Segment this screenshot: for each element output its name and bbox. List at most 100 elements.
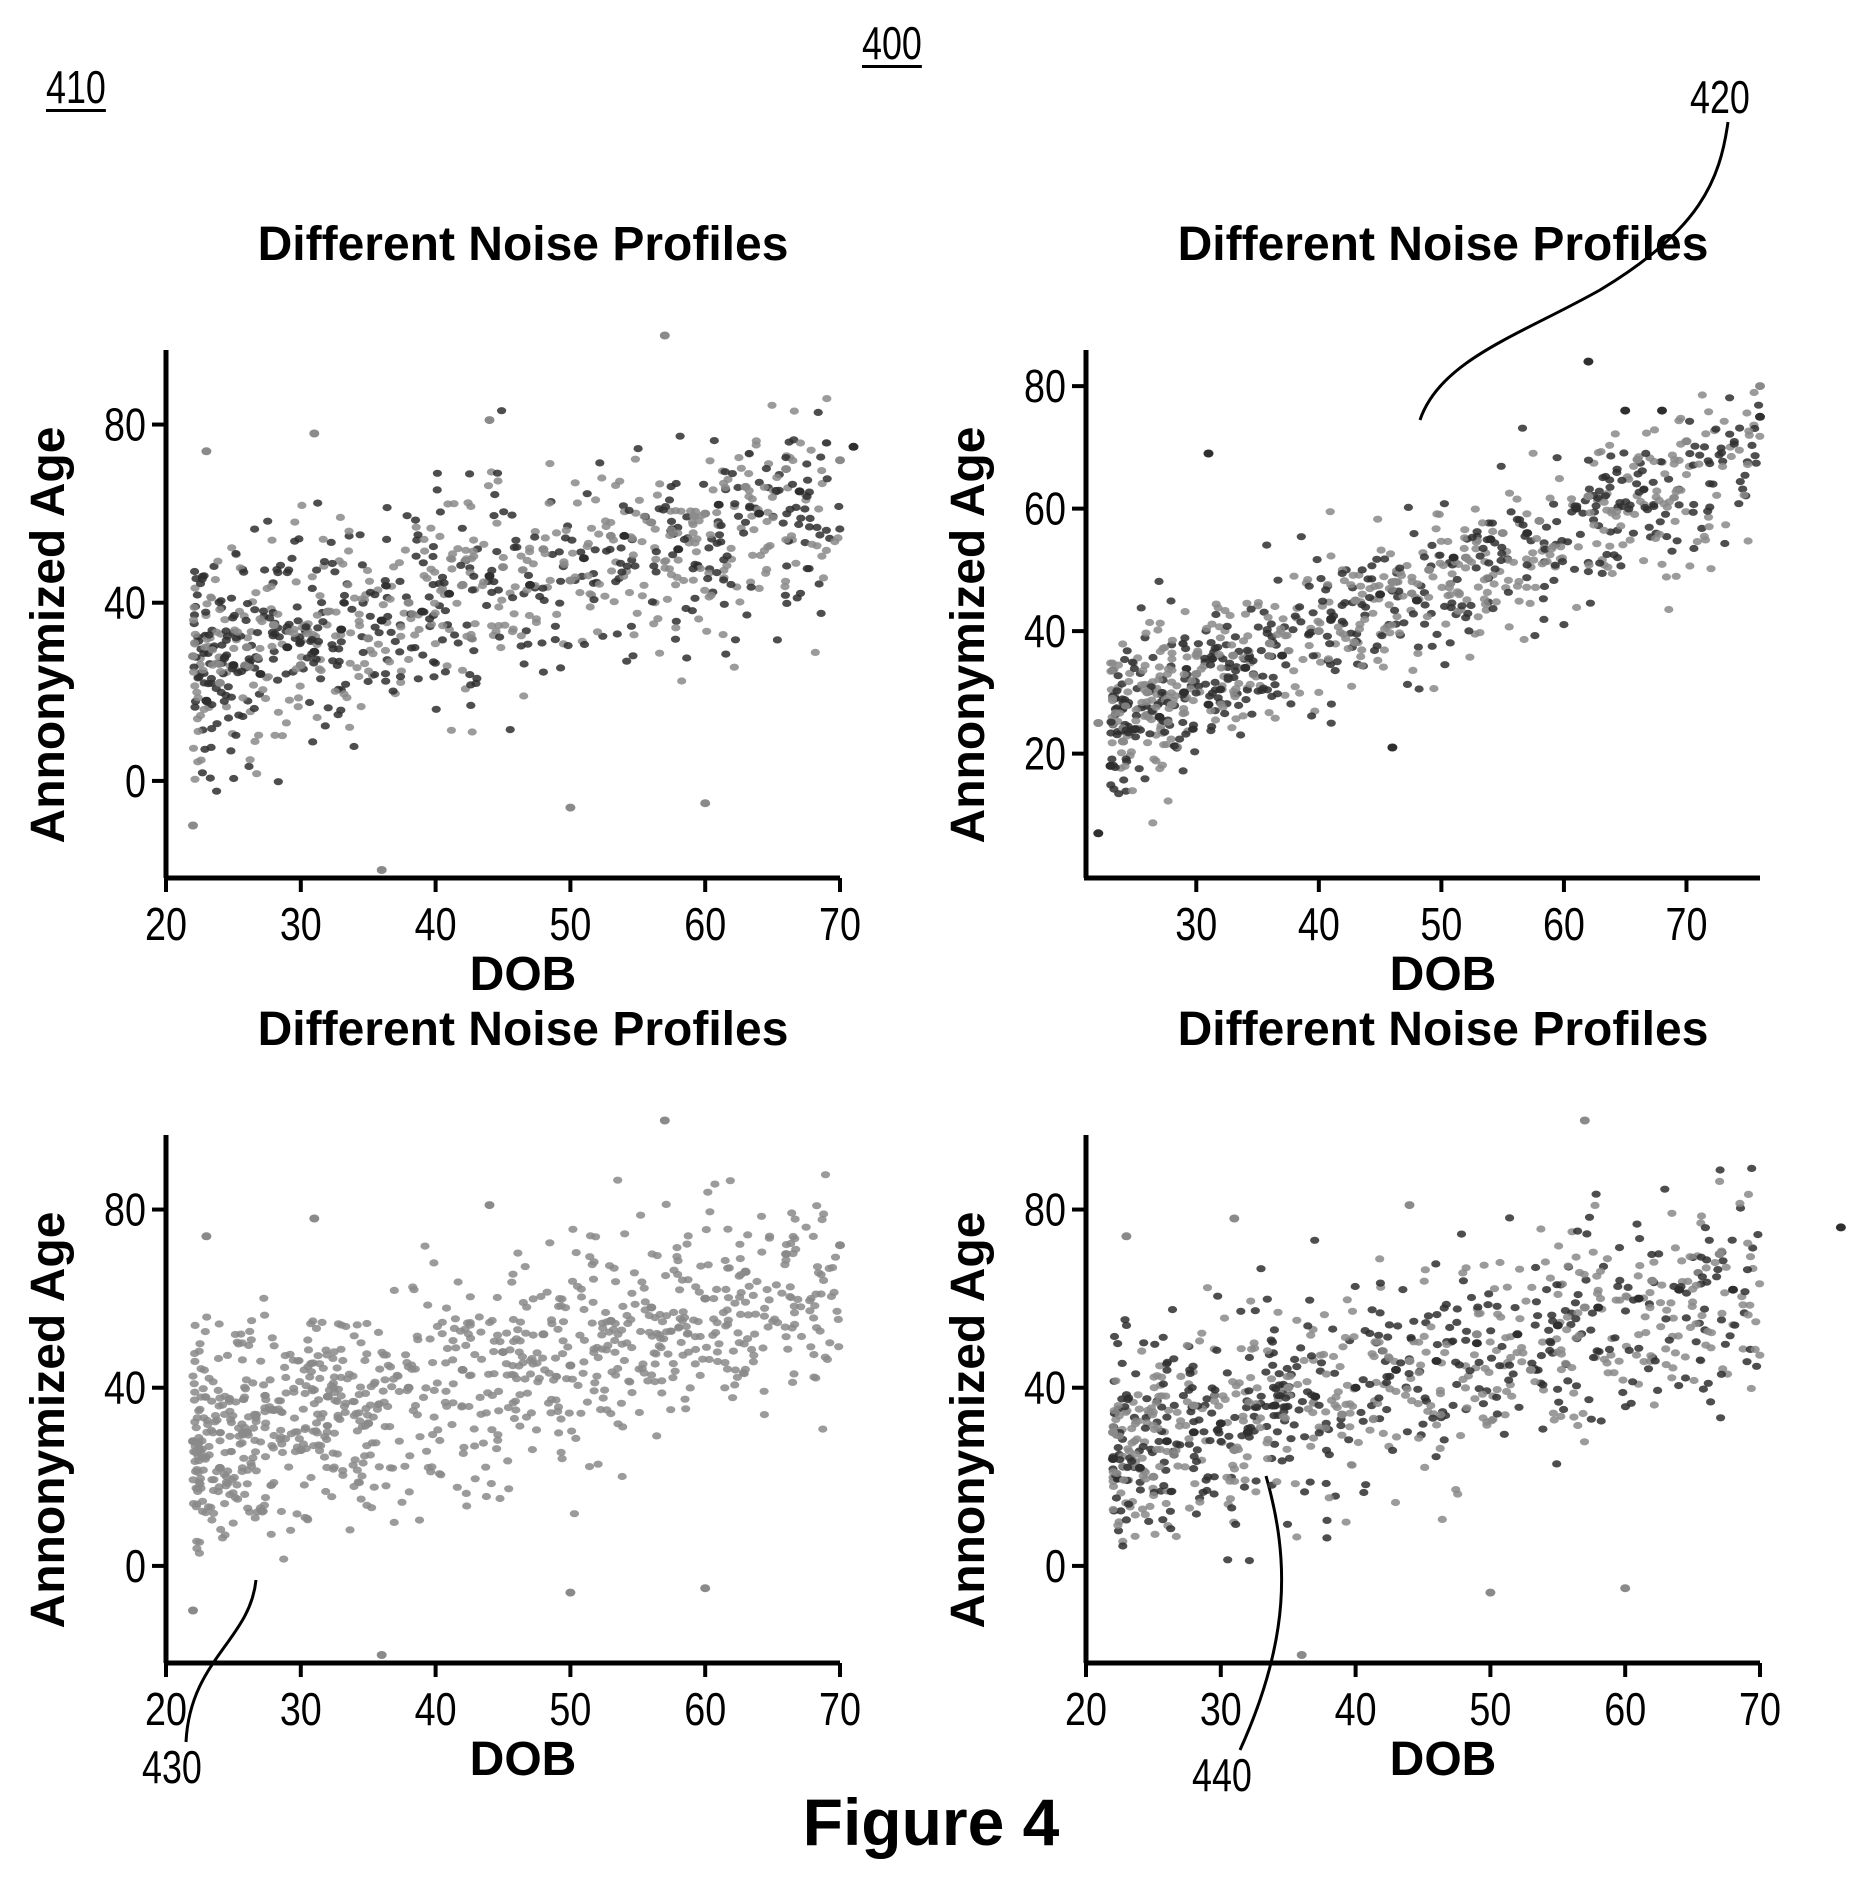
- scatter-point: [1694, 460, 1704, 468]
- scatter-point: [1180, 634, 1190, 642]
- scatter-point: [1350, 1383, 1361, 1392]
- scatter-point: [1138, 1443, 1148, 1451]
- scatter-point: [497, 596, 507, 604]
- scatter-point: [682, 654, 692, 662]
- scatter-point: [250, 1514, 260, 1522]
- scatter-point: [295, 1378, 305, 1386]
- scatter-point: [273, 676, 283, 684]
- scatter-point: [1216, 685, 1226, 693]
- scatter-point: [1111, 1494, 1121, 1502]
- scatter-point: [1578, 1409, 1588, 1418]
- scatter-point: [576, 1409, 586, 1417]
- scatter-point: [1394, 629, 1405, 637]
- scatter-point: [558, 1318, 569, 1326]
- scatter-point: [1488, 605, 1498, 613]
- scatter-point: [1123, 1396, 1133, 1404]
- scatter-point: [1162, 1447, 1172, 1456]
- scatter-point: [226, 747, 236, 755]
- scatter-point: [629, 1269, 640, 1277]
- scatter-point: [492, 519, 502, 527]
- scatter-point: [210, 576, 220, 584]
- scatter-point: [764, 1296, 774, 1304]
- scatter-point: [291, 578, 301, 586]
- scatter-point: [556, 1448, 566, 1456]
- scatter-point: [1413, 643, 1423, 651]
- scatter-point: [1113, 1527, 1124, 1535]
- scatter-point: [1176, 1417, 1186, 1425]
- scatter-point: [567, 1375, 578, 1383]
- scatter-point: [1182, 1341, 1192, 1350]
- scatter-point: [682, 513, 692, 521]
- scatter-point: [1549, 500, 1559, 508]
- scatter-point: [487, 1316, 497, 1325]
- scatter-point: [1155, 1463, 1165, 1471]
- scatter-point: [1203, 449, 1214, 458]
- scatter-point: [1403, 503, 1413, 511]
- scatter-point: [508, 1337, 519, 1346]
- scatter-point: [1649, 1258, 1659, 1266]
- scatter-point: [329, 1429, 339, 1437]
- scatter-point: [530, 533, 540, 541]
- scatter-point: [1152, 1445, 1162, 1454]
- scatter-point: [1554, 1242, 1564, 1250]
- scatter-point: [1400, 1391, 1411, 1399]
- scatter-point: [309, 429, 320, 438]
- scatter-point: [821, 439, 832, 447]
- scatter-point: [1689, 500, 1699, 509]
- scatter-point: [412, 1411, 422, 1419]
- scatter-point: [637, 592, 648, 600]
- scatter-point: [424, 593, 434, 601]
- y-tick-label: 0: [125, 1540, 146, 1591]
- scatter-point: [298, 1440, 308, 1448]
- scatter-point: [591, 496, 601, 504]
- x-tick-label: 60: [684, 1683, 726, 1734]
- scatter-point: [274, 1397, 284, 1405]
- scatter-point: [1299, 1356, 1309, 1365]
- scatter-point: [817, 1216, 827, 1224]
- scatter-point: [1262, 629, 1272, 637]
- scatter-point: [1242, 686, 1252, 694]
- scatter-point: [1681, 1289, 1692, 1297]
- scatter-point: [637, 538, 647, 546]
- scatter-point: [1499, 1430, 1509, 1438]
- scatter-point: [1148, 653, 1158, 662]
- scatter-point: [1119, 1476, 1129, 1484]
- scatter-point: [1184, 1440, 1194, 1448]
- scatter-point: [744, 1282, 754, 1290]
- scatter-point: [1108, 1482, 1119, 1490]
- scatter-point: [1573, 1421, 1583, 1430]
- scatter-point: [1270, 714, 1280, 722]
- x-tick-label: 70: [819, 1683, 861, 1734]
- scatter-point: [188, 1500, 199, 1508]
- scatter-point: [1464, 627, 1474, 635]
- scatter-point: [510, 1397, 520, 1405]
- scatter-point: [608, 1326, 619, 1334]
- scatter-point: [360, 1356, 370, 1365]
- scatter-point: [502, 1329, 512, 1337]
- scatter-point: [743, 1231, 753, 1239]
- scatter-point: [817, 552, 827, 560]
- scatter-point: [733, 1329, 743, 1337]
- scatter-point: [403, 1383, 414, 1392]
- scatter-point: [1531, 1298, 1541, 1306]
- scatter-point: [675, 432, 685, 440]
- scatter-point: [1162, 1360, 1172, 1368]
- scatter-point: [670, 635, 681, 643]
- scatter-point: [1241, 696, 1251, 704]
- scatter-point: [447, 1421, 457, 1429]
- scatter-point: [385, 1423, 395, 1431]
- scatter-point: [1255, 1414, 1266, 1422]
- scatter-point: [1697, 1273, 1707, 1281]
- scatter-point: [570, 479, 580, 487]
- scatter-point: [1211, 600, 1221, 608]
- scatter-point: [1121, 1516, 1131, 1524]
- scatter-point: [1541, 523, 1552, 531]
- scatter-point: [705, 531, 715, 539]
- scatter-point: [1664, 475, 1674, 483]
- scatter-point: [414, 625, 424, 634]
- scatter-point: [1427, 541, 1437, 549]
- scatter-point: [1210, 716, 1221, 724]
- scatter-point: [1295, 603, 1305, 611]
- scatter-point: [1628, 1378, 1638, 1386]
